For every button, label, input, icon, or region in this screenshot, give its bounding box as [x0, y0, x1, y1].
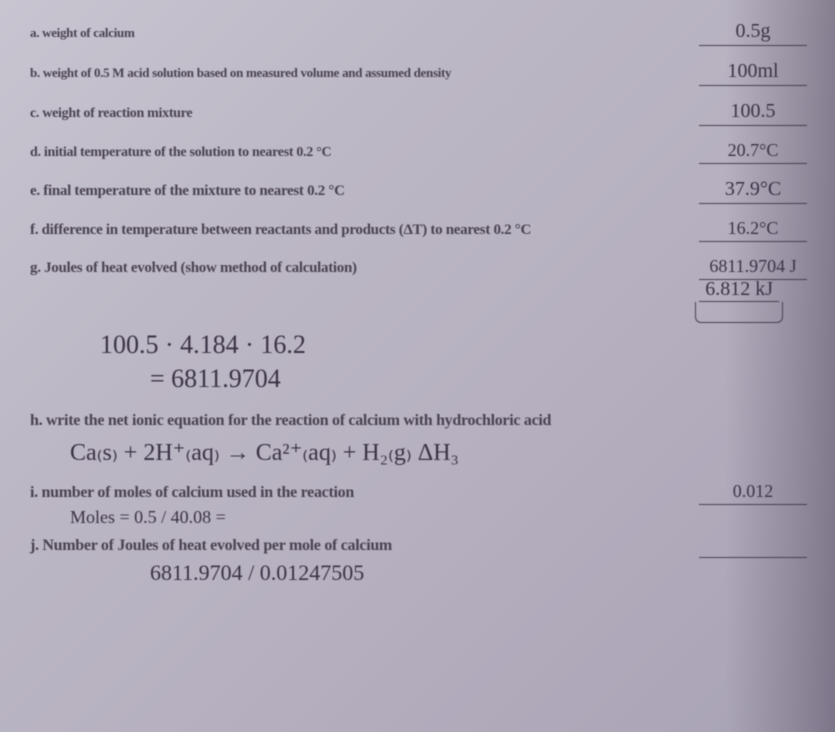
row-f: f. difference in temperature between rea… — [30, 218, 807, 242]
row-c: c. weight of reaction mixture 100.5 — [30, 100, 807, 126]
answer-c: 100.5 — [699, 100, 807, 126]
answer-b: 100ml — [699, 60, 807, 86]
moles-calc-text: Moles = 0.5 / 40.08 = — [70, 507, 226, 527]
equation-text: Ca₍s₎ + 2H⁺₍aq₎ → Ca²⁺₍aq₎ + H₂₍g₎ ΔH₃ — [70, 440, 459, 466]
answer-a: 0.5g — [699, 20, 807, 46]
calc-g: 100.5 · 4.184 · 16.2 = 6811.9704 — [100, 330, 807, 394]
prompt-j: j. Number of Joules of heat evolved per … — [30, 537, 679, 555]
prompt-c: c. weight of reaction mixture — [30, 106, 679, 122]
j-calc: 6811.9704 / 0.01247505 — [150, 560, 807, 586]
answer-i: 0.012 — [699, 481, 807, 505]
answer-d: 20.7°C — [699, 140, 807, 164]
row-i: i. number of moles of calcium used in th… — [30, 481, 807, 505]
answer-g: 6811.9704 J — [699, 256, 807, 280]
prompt-b: b. weight of 0.5 M acid solution based o… — [30, 65, 679, 81]
answer-e: 37.9°C — [699, 178, 807, 204]
prompt-g: g. Joules of heat evolved (show method o… — [30, 260, 679, 277]
equation-block: Ca₍s₎ + 2H⁺₍aq₎ → Ca²⁺₍aq₎ + H₂₍g₎ ΔH₃ — [70, 438, 807, 467]
answer-j — [699, 534, 807, 558]
moles-calc: Moles = 0.5 / 40.08 = — [70, 507, 807, 528]
row-g-box: 6.812 kJ — [30, 278, 807, 302]
prompt-h: h. write the net ionic equation for the … — [30, 412, 807, 430]
prompt-i: i. number of moles of calcium used in th… — [30, 484, 679, 502]
row-g: g. Joules of heat evolved (show method o… — [30, 256, 807, 280]
answer-g-box: 6.812 kJ — [699, 278, 779, 302]
row-b: b. weight of 0.5 M acid solution based o… — [30, 60, 807, 86]
worksheet-page: a. weight of calcium 0.5g b. weight of 0… — [0, 0, 835, 732]
calc-g-line1: 100.5 · 4.184 · 16.2 — [100, 330, 807, 360]
row-e: e. final temperature of the mixture to n… — [30, 178, 807, 204]
j-calc-text: 6811.9704 / 0.01247505 — [150, 560, 364, 585]
prompt-d: d. initial temperature of the solution t… — [30, 145, 679, 161]
row-a: a. weight of calcium 0.5g — [30, 20, 807, 46]
prompt-e: e. final temperature of the mixture to n… — [30, 183, 679, 200]
row-h: h. write the net ionic equation for the … — [30, 412, 807, 430]
calc-g-line2: = 6811.9704 — [150, 364, 807, 394]
prompt-a: a. weight of calcium — [30, 25, 679, 41]
prompt-f: f. difference in temperature between rea… — [30, 222, 679, 239]
row-j: j. Number of Joules of heat evolved per … — [30, 534, 807, 558]
answer-f: 16.2°C — [699, 218, 807, 242]
row-d: d. initial temperature of the solution t… — [30, 140, 807, 164]
